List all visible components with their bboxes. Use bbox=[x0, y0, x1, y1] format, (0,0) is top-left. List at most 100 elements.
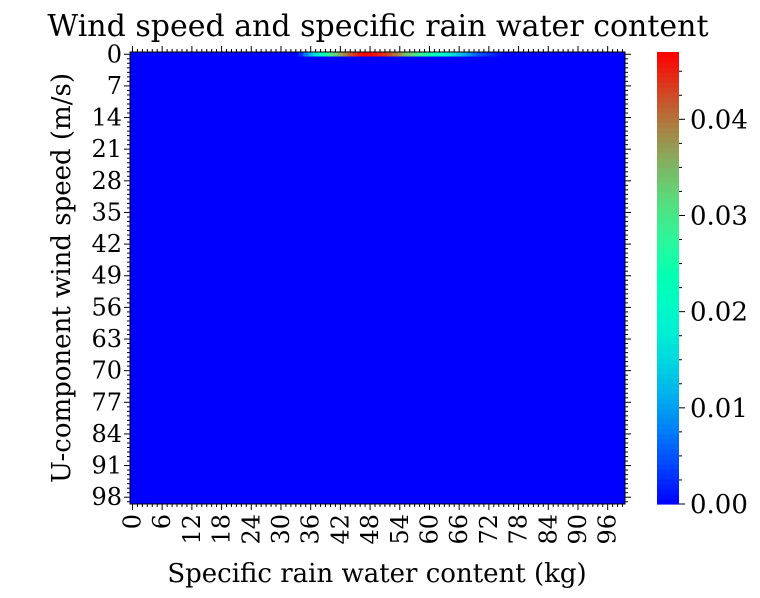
colorbar-tick-label: 0.00 bbox=[690, 490, 748, 520]
colorbar-segment bbox=[657, 498, 679, 505]
colorbar: 0.00 0.01 0.02 0.03 0.04 bbox=[657, 52, 748, 520]
colorbar-segment bbox=[657, 52, 679, 58]
x-tick-label: 30 bbox=[267, 514, 295, 545]
colorbar-tick-label: 0.01 bbox=[690, 394, 748, 424]
colorbar-segment bbox=[657, 177, 679, 184]
colorbar-segment bbox=[657, 313, 679, 319]
colorbar-segment bbox=[657, 162, 679, 169]
x-tick-label: 18 bbox=[208, 514, 236, 545]
x-tick-label: 78 bbox=[505, 514, 533, 545]
colorbar-segment bbox=[657, 112, 679, 118]
x-tick-label: 6 bbox=[148, 514, 176, 529]
colorbar-segment bbox=[657, 137, 679, 143]
colorbar-segment bbox=[657, 443, 679, 450]
colorbar-segment bbox=[657, 423, 679, 430]
colorbar-segment bbox=[657, 488, 679, 495]
heatmap-cell bbox=[476, 52, 482, 57]
heatmap-cell bbox=[352, 52, 359, 57]
colorbar-segment bbox=[657, 428, 679, 435]
colorbar-segment bbox=[657, 172, 679, 179]
y-tick-label: 77 bbox=[91, 388, 122, 416]
heatmap-cell bbox=[318, 52, 324, 57]
colorbar-segment bbox=[657, 453, 679, 460]
heatmap-cell bbox=[451, 52, 458, 57]
colorbar-segment bbox=[657, 107, 679, 113]
y-tick-label: 14 bbox=[91, 104, 122, 132]
y-tick-label: 56 bbox=[91, 293, 122, 321]
colorbar-segment bbox=[657, 77, 679, 83]
colorbar-segment bbox=[657, 378, 679, 385]
colorbar-tick-label: 0.04 bbox=[690, 105, 748, 135]
heatmap-cell bbox=[446, 52, 453, 57]
colorbar-segment bbox=[657, 333, 679, 339]
heatmap-cell bbox=[412, 52, 418, 57]
heatmap-background bbox=[130, 52, 625, 504]
colorbar-segment bbox=[657, 227, 679, 234]
colorbar-segment bbox=[657, 242, 679, 249]
heatmap-cell bbox=[486, 52, 492, 57]
colorbar-segment bbox=[657, 293, 679, 299]
colorbar-tick-label: 0.02 bbox=[690, 298, 748, 328]
heatmap-cell bbox=[441, 52, 448, 57]
colorbar-segment bbox=[657, 493, 679, 500]
colorbar-segment bbox=[657, 408, 679, 415]
colorbar-segment bbox=[657, 267, 679, 274]
heatmap-cell bbox=[298, 52, 304, 57]
heatmap-cell bbox=[407, 52, 413, 57]
colorbar-segment bbox=[657, 338, 679, 344]
colorbar-segment bbox=[657, 418, 679, 425]
colorbar-segment bbox=[657, 398, 679, 405]
colorbar-segment bbox=[657, 207, 679, 214]
heatmap-cell bbox=[402, 52, 408, 57]
colorbar-segment bbox=[657, 152, 679, 159]
colorbar-segment bbox=[657, 323, 679, 329]
colorbar-segment bbox=[657, 363, 679, 369]
heatmap-cell bbox=[397, 52, 403, 57]
heatmap-cell bbox=[323, 52, 329, 57]
colorbar-segment bbox=[657, 348, 679, 354]
colorbar-segment bbox=[657, 478, 679, 485]
y-tick-label: 63 bbox=[91, 325, 122, 353]
colorbar-segment bbox=[657, 283, 679, 289]
y-tick-label: 28 bbox=[91, 167, 122, 195]
x-tick-label: 36 bbox=[297, 514, 325, 545]
colorbar-segment bbox=[657, 247, 679, 254]
heatmap-cell bbox=[328, 52, 334, 57]
colorbar-segment bbox=[657, 353, 679, 359]
y-tick-label: 42 bbox=[91, 230, 122, 258]
colorbar-segment bbox=[657, 288, 679, 294]
x-tick-label: 48 bbox=[356, 514, 384, 545]
x-tick-label: 60 bbox=[415, 514, 443, 545]
heatmap-cell bbox=[436, 52, 443, 57]
colorbar-segment bbox=[657, 413, 679, 420]
colorbar-segment bbox=[657, 303, 679, 309]
y-axis: 0 7 14 21 28 35 42 49 56 63 70 77 84 91 98 bbox=[91, 40, 631, 511]
colorbar-segment bbox=[657, 373, 679, 380]
colorbar-segment bbox=[657, 102, 679, 108]
colorbar-segment bbox=[657, 97, 679, 103]
colorbar-segment bbox=[657, 82, 679, 88]
colorbar-segment bbox=[657, 232, 679, 239]
colorbar-segment bbox=[657, 182, 679, 189]
colorbar-segment bbox=[657, 57, 679, 63]
colorbar-segment bbox=[657, 87, 679, 93]
heatmap-cells bbox=[130, 52, 625, 504]
x-axis: 0 6 12 18 24 30 36 42 48 54 60 66 72 78 84 90 96 bbox=[118, 46, 624, 545]
heatmap-cell bbox=[342, 52, 349, 57]
colorbar-segment bbox=[657, 393, 679, 400]
colorbar-segment bbox=[657, 92, 679, 98]
colorbar-segment bbox=[657, 483, 679, 490]
heatmap-cell bbox=[347, 52, 354, 57]
colorbar-segment bbox=[657, 122, 679, 128]
heatmap-cell bbox=[461, 52, 467, 57]
colorbar-segment bbox=[657, 132, 679, 138]
heatmap-cell bbox=[491, 52, 497, 57]
x-tick-label: 42 bbox=[326, 514, 354, 545]
y-tick-label: 35 bbox=[91, 198, 122, 226]
heatmap-cell bbox=[382, 52, 388, 57]
y-tick-label: 0 bbox=[107, 40, 122, 68]
heatmap-cell bbox=[367, 52, 373, 57]
heatmap-cell bbox=[303, 52, 309, 57]
colorbar-segment bbox=[657, 72, 679, 78]
y-tick-label: 49 bbox=[91, 262, 122, 290]
